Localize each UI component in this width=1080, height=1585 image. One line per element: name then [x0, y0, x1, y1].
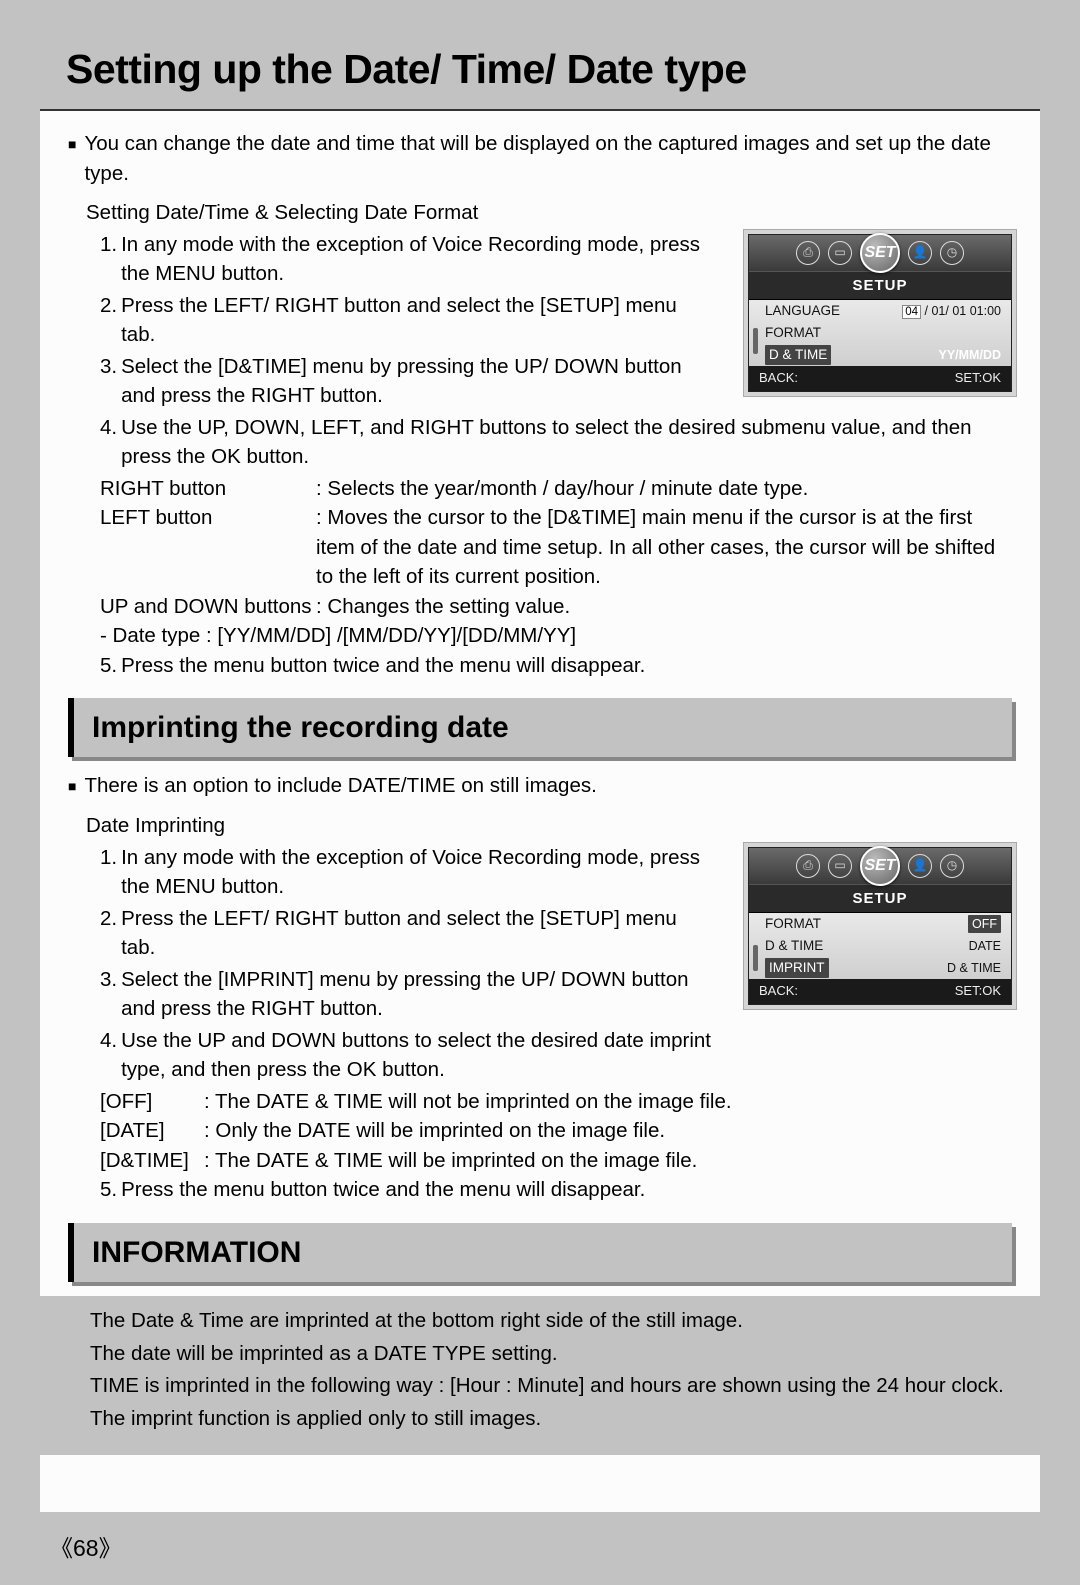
s1-step1: In any mode with the exception of Voice …: [121, 230, 714, 289]
lcd-body: LANGUAGE 04 / 01/ 01 01:00 FORMAT D & TI…: [749, 300, 1011, 366]
section2-row: 1.In any mode with the exception of Voic…: [68, 843, 1012, 1087]
section2-heading: Date Imprinting: [68, 811, 1012, 841]
lcd-section-title: SETUP: [749, 271, 1011, 301]
info-line-3: TIME is imprinted in the following way :…: [90, 1371, 1018, 1402]
information-block: The Date & Time are imprinted at the bot…: [40, 1296, 1040, 1455]
set-tab: SET: [860, 233, 900, 273]
intro-row: ■ You can change the date and time that …: [68, 129, 1012, 188]
set-tab: SET: [860, 846, 900, 886]
page-inner: Setting up the Date/ Time/ Date type ■ Y…: [40, 22, 1040, 1512]
s1-step3: Select the [D&TIME] menu by pressing the…: [121, 352, 714, 411]
print-icon: ⎙: [796, 241, 820, 265]
lcd-footer: BACK: SET:OK: [749, 366, 1011, 391]
lcd-scrollbar: [753, 306, 758, 360]
page-title: Setting up the Date/ Time/ Date type: [40, 22, 1040, 111]
date-type-line: - Date type : [YY/MM/DD] /[MM/DD/YY]/[DD…: [68, 621, 1012, 651]
section2-step5: 5.Press the menu button twice and the me…: [68, 1175, 1012, 1205]
bullet-icon: ■: [68, 129, 76, 188]
lcd-footer: BACK: SET:OK: [749, 979, 1011, 1004]
section1-heading: Setting Date/Time & Selecting Date Forma…: [68, 198, 1012, 228]
section3-title: INFORMATION: [68, 1223, 1012, 1282]
globe-icon: ◷: [940, 241, 964, 265]
s1-step2: Press the LEFT/ RIGHT button and select …: [121, 291, 714, 350]
lcd-screenshot-2: ⎙ ▭ SET 👤 ◷ SETUP FORMATOFF D & TIMEDATE…: [748, 843, 1012, 1087]
page-number: 《68》: [50, 1529, 122, 1563]
imprint-options: [OFF]: The DATE & TIME will not be impri…: [68, 1087, 1012, 1176]
person-icon: 👤: [908, 854, 932, 878]
section2-title: Imprinting the recording date: [68, 698, 1012, 757]
info-line-1: The Date & Time are imprinted at the bot…: [90, 1306, 1018, 1337]
person-icon: 👤: [908, 241, 932, 265]
info-line-2: The date will be imprinted as a DATE TYP…: [90, 1339, 1018, 1370]
globe-icon: ◷: [940, 854, 964, 878]
battery-icon: ▭: [828, 854, 852, 878]
lcd-tabs: ⎙ ▭ SET 👤 ◷: [749, 235, 1011, 271]
s1-step4: Use the UP, DOWN, LEFT, and RIGHT button…: [121, 413, 1012, 472]
section2-intro-row: ■ There is an option to include DATE/TIM…: [68, 771, 1012, 801]
button-descriptions: RIGHT button: Selects the year/month / d…: [68, 474, 1012, 622]
print-icon: ⎙: [796, 854, 820, 878]
section1-row: 1.In any mode with the exception of Voic…: [68, 230, 1012, 413]
section2-left: 1.In any mode with the exception of Voic…: [68, 843, 714, 1087]
section1-steps: 1.In any mode with the exception of Voic…: [68, 230, 714, 411]
intro-text: You can change the date and time that wi…: [84, 129, 1012, 188]
lcd-scrollbar: [753, 919, 758, 973]
bullet-icon: ■: [68, 771, 76, 801]
battery-icon: ▭: [828, 241, 852, 265]
lcd-tabs: ⎙ ▭ SET 👤 ◷: [749, 848, 1011, 884]
section1-step5: 5.Press the menu button twice and the me…: [68, 651, 1012, 681]
lcd-screenshot-1: ⎙ ▭ SET 👤 ◷ SETUP LANGUAGE 04 / 01/ 01 0…: [748, 230, 1012, 413]
section1-steps-cont: 4.Use the UP, DOWN, LEFT, and RIGHT butt…: [68, 413, 1012, 472]
section2-steps: 1.In any mode with the exception of Voic…: [68, 843, 714, 1085]
info-line-4: The imprint function is applied only to …: [90, 1404, 1018, 1435]
section1-left: 1.In any mode with the exception of Voic…: [68, 230, 714, 413]
lcd-body: FORMATOFF D & TIMEDATE IMPRINTD & TIME: [749, 913, 1011, 979]
lcd1-value: 04 / 01/ 01 01:00: [902, 302, 1001, 321]
section2-intro: There is an option to include DATE/TIME …: [84, 771, 596, 801]
content: ■ You can change the date and time that …: [40, 111, 1040, 1282]
